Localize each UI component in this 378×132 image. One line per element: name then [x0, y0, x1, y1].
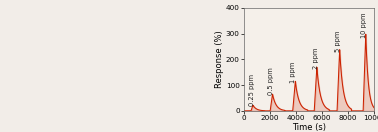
Text: 0.25 ppm: 0.25 ppm [249, 74, 255, 106]
Y-axis label: Response (%): Response (%) [215, 30, 224, 88]
Text: 0.5 ppm: 0.5 ppm [268, 67, 274, 95]
Text: 1 ppm: 1 ppm [290, 62, 296, 83]
X-axis label: Time (s): Time (s) [292, 123, 326, 132]
Text: 2 ppm: 2 ppm [313, 48, 319, 69]
Text: 10 ppm: 10 ppm [361, 12, 367, 37]
Text: 5 ppm: 5 ppm [335, 31, 341, 52]
